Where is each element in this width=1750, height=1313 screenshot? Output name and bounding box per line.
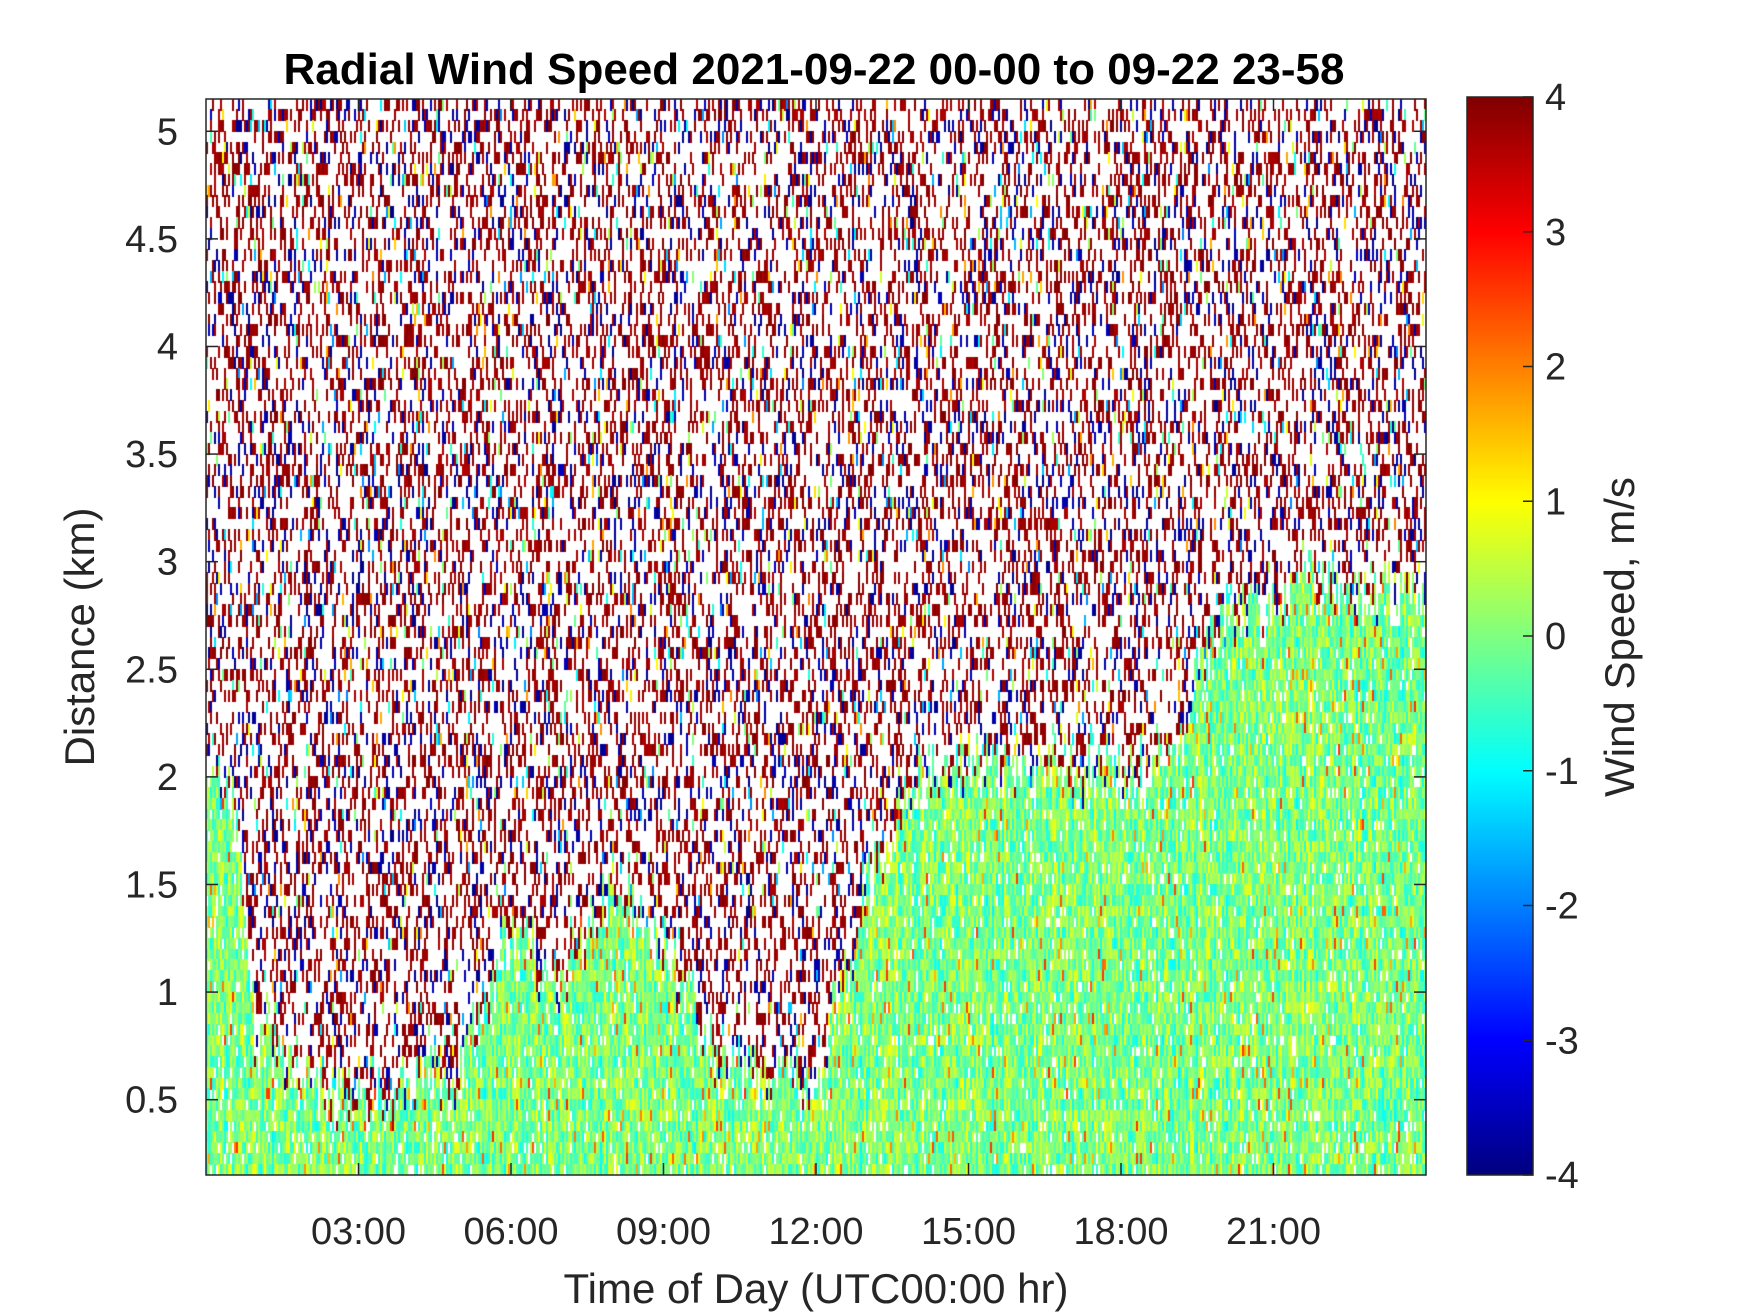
y-tick-label: 2.5 bbox=[125, 649, 178, 691]
colorbar-tick-label: 2 bbox=[1545, 347, 1566, 389]
y-tick-label: 0.5 bbox=[125, 1080, 178, 1122]
colorbar-axis: 4 3 2 1 0 -1 -2 -3 -4 bbox=[1523, 77, 1579, 1197]
x-axis: 03:00 06:00 09:00 12:00 15:00 18:00 21:00 bbox=[311, 99, 1321, 1253]
colorbar-tick-label: 0 bbox=[1545, 616, 1566, 658]
x-tick-label: 18:00 bbox=[1073, 1211, 1168, 1253]
chart-title: Radial Wind Speed 2021-09-22 00-00 to 09… bbox=[284, 45, 1345, 94]
colorbar-frame bbox=[1466, 96, 1534, 1176]
colorbar-tick-label: -3 bbox=[1545, 1020, 1579, 1062]
x-tick-label: 09:00 bbox=[616, 1211, 711, 1253]
y-tick-label: 4 bbox=[157, 326, 178, 368]
y-tick-label: 1.5 bbox=[125, 864, 178, 906]
y-tick-label: 5 bbox=[157, 111, 178, 153]
colorbar bbox=[1467, 97, 1533, 1175]
y-tick-label: 4.5 bbox=[125, 219, 178, 261]
colorbar-tick-label: 3 bbox=[1545, 212, 1566, 254]
colorbar-tick-label: -4 bbox=[1545, 1155, 1579, 1197]
y-tick-label: 2 bbox=[157, 757, 178, 799]
wind-speed-heatmap bbox=[206, 99, 1426, 1175]
x-tick-label: 12:00 bbox=[768, 1211, 863, 1253]
colorbar-tick-label: 4 bbox=[1545, 77, 1566, 119]
y-tick-label: 3 bbox=[157, 542, 178, 584]
x-tick-label: 15:00 bbox=[921, 1211, 1016, 1253]
y-tick-label: 1 bbox=[157, 972, 178, 1014]
x-tick-label: 03:00 bbox=[311, 1211, 406, 1253]
x-tick-label: 21:00 bbox=[1226, 1211, 1321, 1253]
y-axis-label: Distance (km) bbox=[56, 507, 103, 766]
colorbar-label: Wind Speed, m/s bbox=[1596, 477, 1643, 797]
x-axis-label: Time of Day (UTC00:00 hr) bbox=[564, 1265, 1069, 1312]
plot-frame bbox=[205, 98, 1427, 1176]
colorbar-tick-label: -2 bbox=[1545, 886, 1579, 928]
y-axis: 0.5 1 1.5 2 2.5 3 3.5 4 4.5 5 bbox=[125, 111, 1426, 1122]
x-tick-label: 06:00 bbox=[463, 1211, 558, 1253]
colorbar-tick-label: -1 bbox=[1545, 751, 1579, 793]
y-tick-label: 3.5 bbox=[125, 434, 178, 476]
colorbar-tick-label: 1 bbox=[1545, 481, 1566, 523]
